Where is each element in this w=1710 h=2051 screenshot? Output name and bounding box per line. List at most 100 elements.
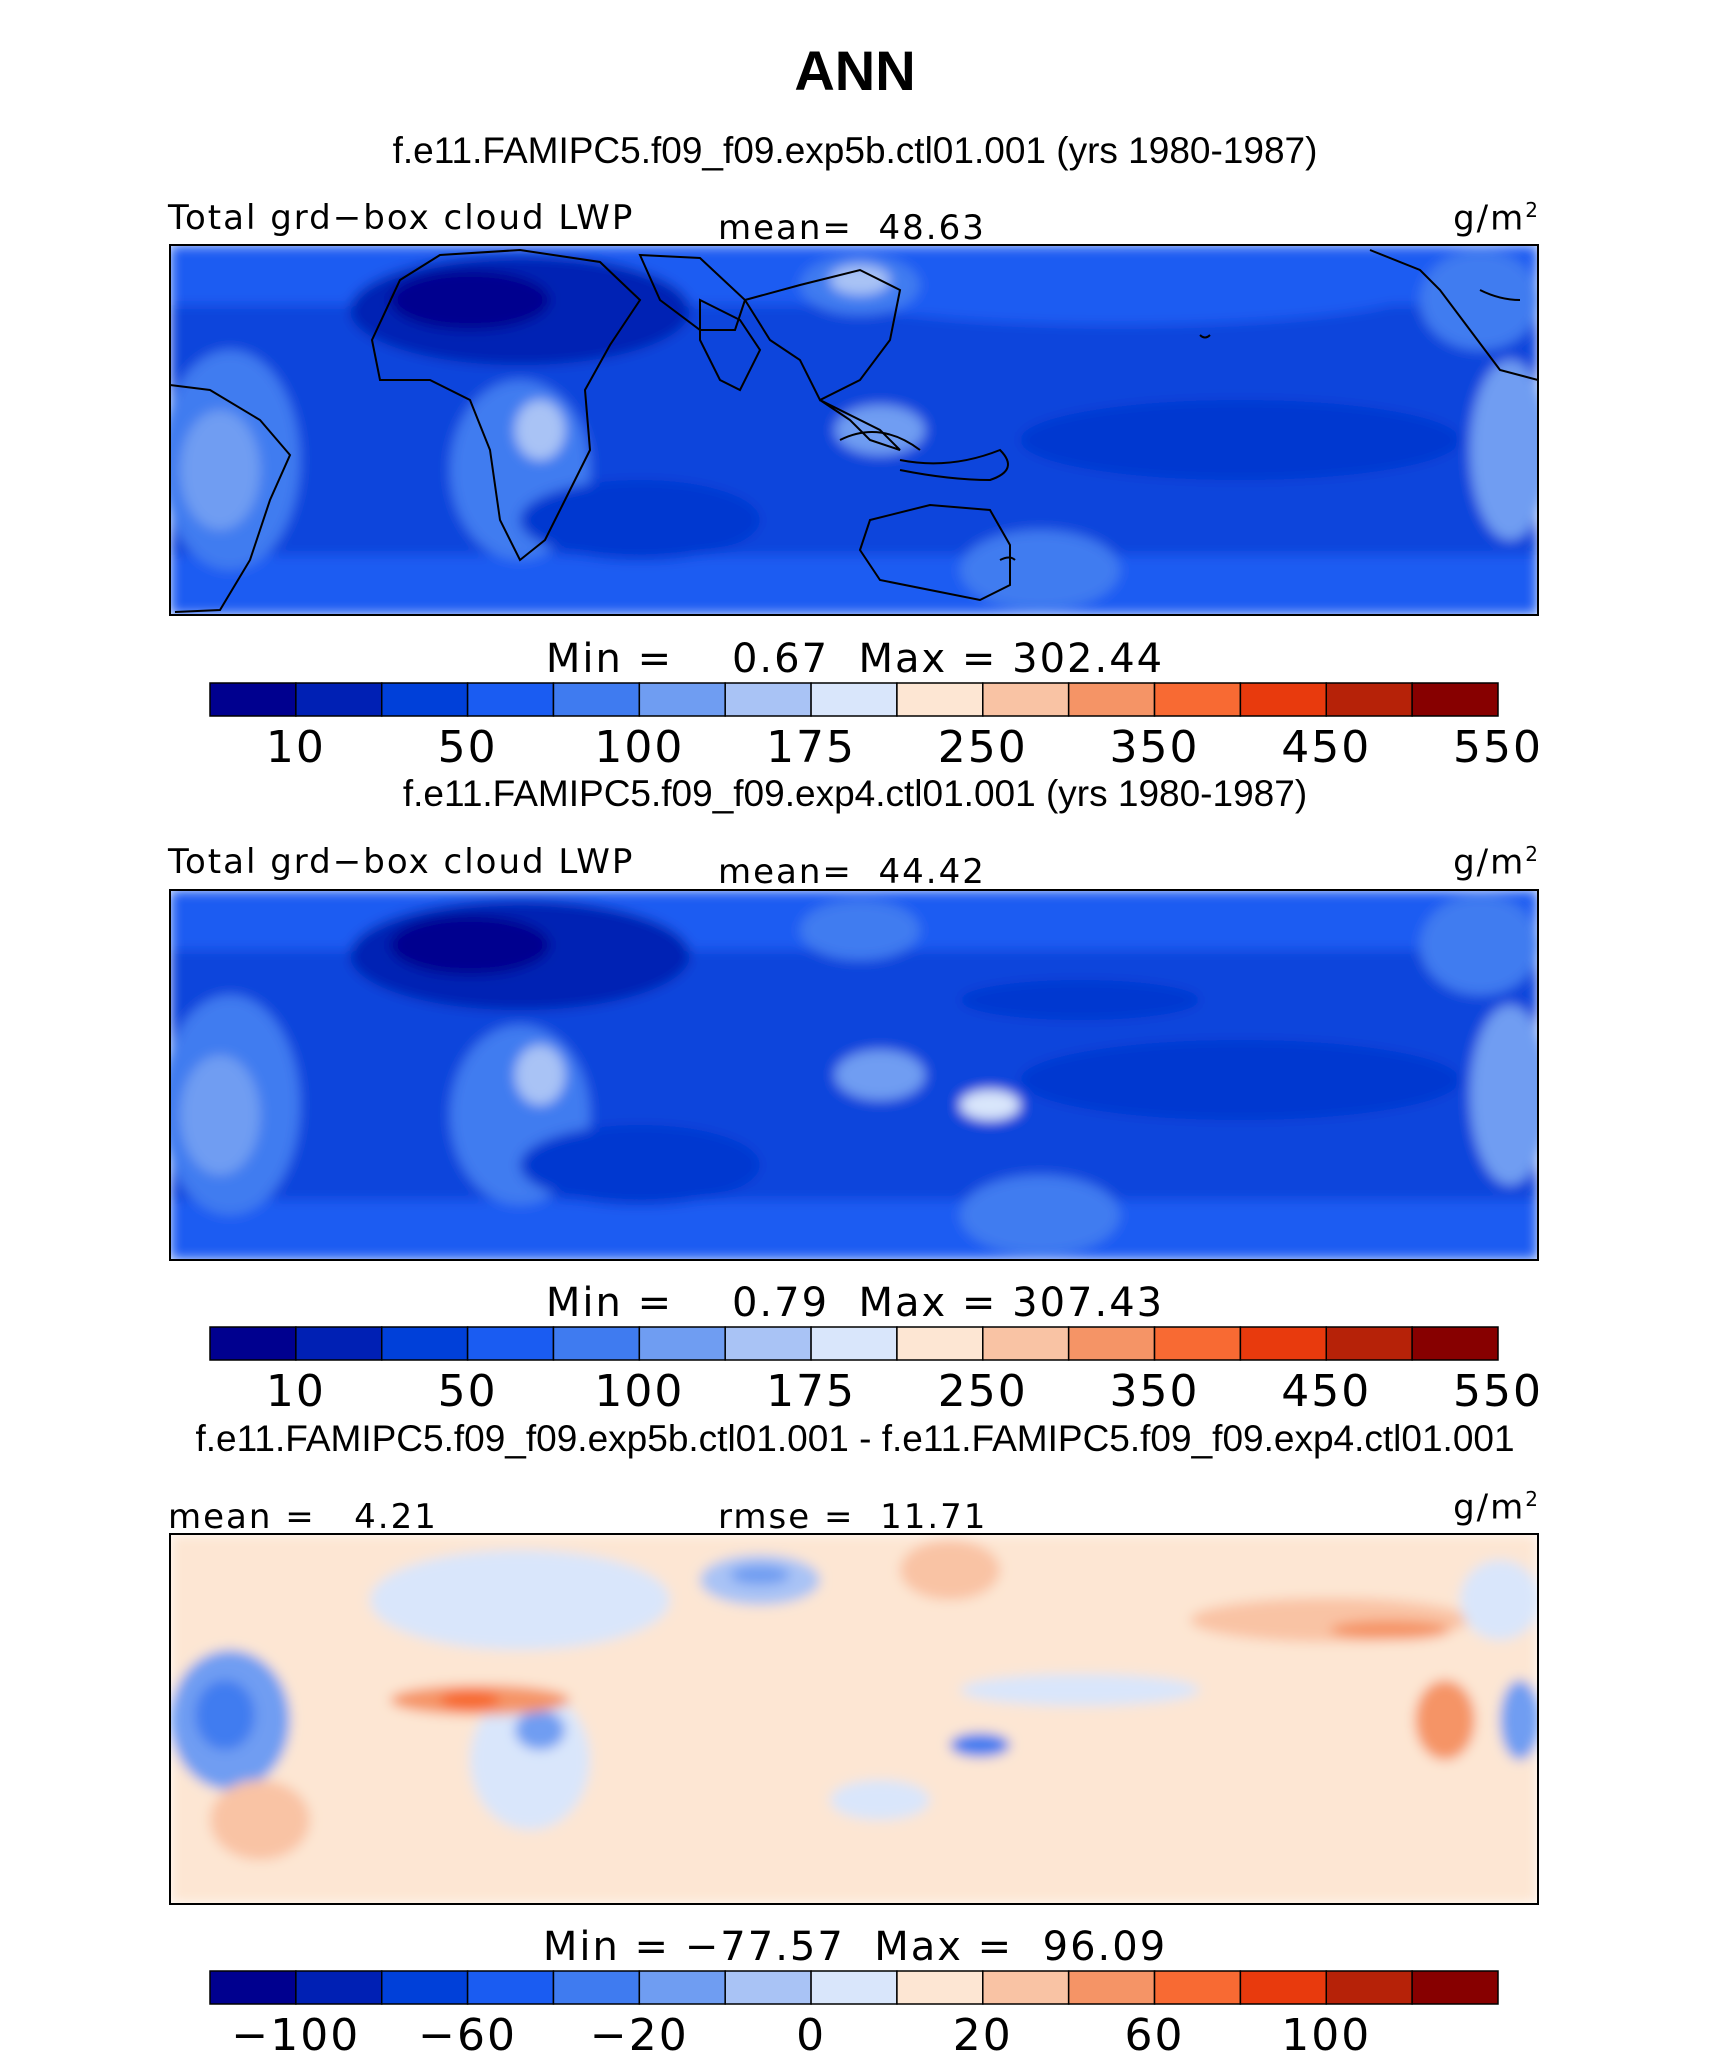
colorbar-swatch <box>1325 1326 1413 1361</box>
panel3-max-value: 96.09 <box>1042 1924 1168 1970</box>
panel2-mean-label: mean= <box>718 852 853 892</box>
colorbar-swatch <box>810 1970 898 2005</box>
colorbar-swatch <box>209 1326 297 1361</box>
colorbar-swatch <box>1153 682 1242 717</box>
colorbar-swatch <box>552 682 641 717</box>
colorbar-tick-label: 50 <box>438 1366 498 1417</box>
colorbar-swatch <box>724 1970 812 2005</box>
panel1-map-frame <box>169 244 1539 616</box>
colorbar-swatch <box>1411 1326 1499 1361</box>
colorbar-swatch <box>1411 682 1499 717</box>
panel2-units: g/m2 <box>1453 842 1540 882</box>
colorbar-tick-label: 450 <box>1281 1366 1371 1417</box>
panel1-min-value: 0.67 <box>731 636 830 682</box>
colorbar-swatch <box>638 682 726 717</box>
panel1-max-value: 302.44 <box>1012 636 1165 682</box>
colorbar-swatch <box>466 682 555 717</box>
colorbar-swatch <box>1067 1970 1156 2005</box>
panel1-mean-value: 48.63 <box>878 208 986 248</box>
panel3-mean-label: mean = <box>168 1497 316 1537</box>
panel1-variable-label: Total grd−box cloud LWP <box>168 198 635 238</box>
colorbar-tick-label: 100 <box>594 1366 684 1417</box>
colorbar-swatch <box>1153 1970 1242 2005</box>
colorbar-swatch <box>380 682 469 717</box>
colorbar-swatch <box>1325 1970 1413 2005</box>
panel2-map <box>169 889 1539 1261</box>
panel3-min-value: −77.57 <box>684 1924 845 1970</box>
panel3-rmse: rmse = 11.71 <box>718 1497 987 1537</box>
panel3-units-text: g/m <box>1453 1487 1526 1528</box>
panel3-minmax: Min = −77.57 Max = 96.09 <box>0 1924 1710 1970</box>
panel1-mean-label: mean= <box>718 208 853 248</box>
colorbar-swatch <box>982 682 1070 717</box>
colorbar-tick-label: 10 <box>266 1366 326 1417</box>
panel3-rmse-value: 11.71 <box>880 1497 988 1537</box>
colorbar-swatch <box>1239 682 1328 717</box>
colorbar-swatch <box>466 1326 555 1361</box>
colorbar-tick-label: 550 <box>1453 722 1543 773</box>
colorbar-swatch <box>810 682 898 717</box>
panel2-max-label: Max = <box>858 1280 998 1326</box>
panel1-minmax: Min = 0.67 Max = 302.44 <box>0 636 1710 682</box>
colorbar-tick-label: 350 <box>1110 722 1200 773</box>
panel2-minmax: Min = 0.79 Max = 307.43 <box>0 1280 1710 1326</box>
panel2-units-sup: 2 <box>1525 842 1540 866</box>
panel3-mean-value: 4.21 <box>354 1497 438 1537</box>
panel1-mean: mean= 48.63 <box>718 208 986 248</box>
colorbar-tick-label: 20 <box>953 2010 1013 2051</box>
panel2-case-title: f.e11.FAMIPC5.f09_f09.exp4.ctl01.001 (yr… <box>402 773 1308 814</box>
colorbar-swatch <box>724 1326 812 1361</box>
colorbar-swatch <box>380 1970 469 2005</box>
colorbar-tick-label: 450 <box>1281 722 1371 773</box>
colorbar-swatch <box>1239 1970 1328 2005</box>
panel3-map-frame <box>169 1533 1539 1905</box>
colorbar-tick-label: −20 <box>590 2010 689 2051</box>
colorbar-tick-label: 175 <box>766 722 856 773</box>
panel1-units: g/m2 <box>1453 198 1540 238</box>
colorbar-swatch <box>1067 682 1156 717</box>
panel2-max-value: 307.43 <box>1012 1280 1165 1326</box>
panel1-map <box>169 244 1539 616</box>
panel2-units-text: g/m <box>1453 842 1526 883</box>
panel3-case-title: f.e11.FAMIPC5.f09_f09.exp5b.ctl01.001 - … <box>195 1418 1515 1459</box>
panel3-colorbar: −100 −60 −20 0 20 60 100 <box>209 1970 1499 2051</box>
colorbar-swatch <box>295 1326 383 1361</box>
colorbar-swatch <box>896 1326 984 1361</box>
panel3-max-label: Max = <box>874 1924 1014 1970</box>
colorbar-tick-label: 50 <box>438 722 498 773</box>
colorbar-swatch <box>810 1326 898 1361</box>
colorbar-swatch <box>380 1326 469 1361</box>
colorbar-swatch <box>724 682 812 717</box>
colorbar-tick-label: 350 <box>1110 1366 1200 1417</box>
panel1-units-sup: 2 <box>1525 198 1540 222</box>
panel3-map <box>169 1533 1539 1905</box>
colorbar-swatch <box>552 1970 641 2005</box>
colorbar-swatch <box>466 1970 555 2005</box>
colorbar-swatch <box>209 1970 297 2005</box>
colorbar-swatch <box>896 1970 984 2005</box>
panel1-max-label: Max = <box>858 636 998 682</box>
colorbar-swatch <box>209 682 297 717</box>
colorbar-tick-label: 0 <box>796 2010 826 2051</box>
panel3-rmse-label: rmse = <box>718 1497 855 1537</box>
panel3-units-sup: 2 <box>1525 1487 1540 1511</box>
colorbar-tick-label: 250 <box>938 722 1028 773</box>
panel1-colorbar: 10 50 100 175 250 350 450 550 <box>209 682 1543 773</box>
colorbar-tick-label: 250 <box>938 1366 1028 1417</box>
colorbar-tick-label: 175 <box>766 1366 856 1417</box>
colorbar-swatch <box>896 682 984 717</box>
panel3-units: g/m2 <box>1453 1487 1540 1527</box>
panel3-mean: mean = 4.21 <box>168 1497 438 1537</box>
panel2-colorbar: 10 50 100 175 250 350 450 550 <box>209 1326 1541 1417</box>
panel2-map-frame <box>169 889 1539 1261</box>
colorbar-swatch <box>552 1326 641 1361</box>
colorbar-tick-label: −100 <box>231 2010 360 2051</box>
panel2-min-value: 0.79 <box>731 1280 830 1326</box>
panel1-units-text: g/m <box>1453 198 1526 239</box>
figure-title: ANN <box>794 39 916 102</box>
colorbar-swatch <box>1239 1326 1328 1361</box>
panel2-variable-label: Total grd−box cloud LWP <box>168 842 635 882</box>
colorbar-swatch <box>982 1970 1070 2005</box>
